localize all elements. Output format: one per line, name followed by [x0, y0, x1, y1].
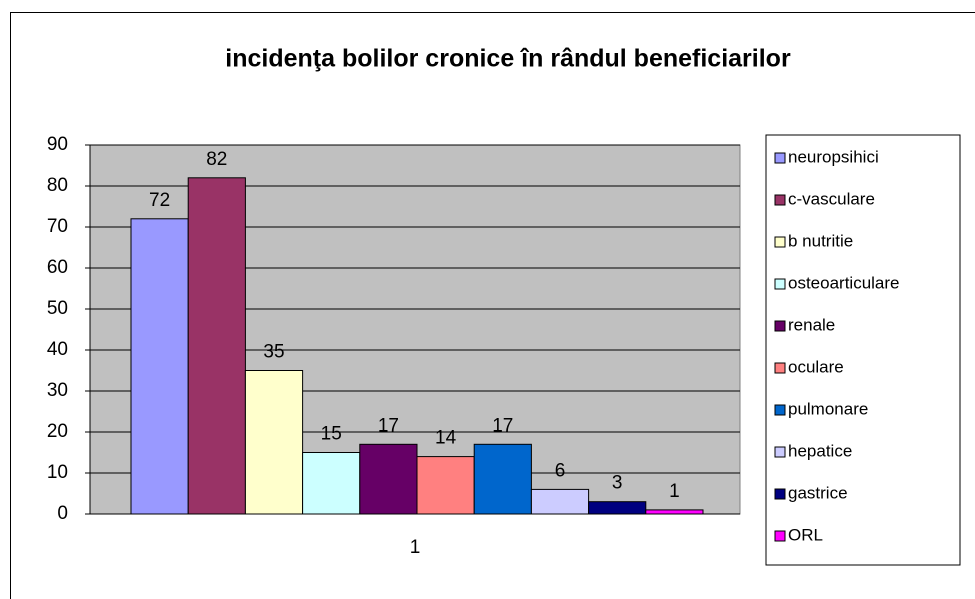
y-tick-label: 30: [47, 380, 68, 401]
legend-box: [765, 134, 961, 566]
legend-swatch: [774, 152, 786, 164]
legend-label: gastrice: [788, 483, 848, 502]
legend-swatch: [774, 278, 786, 290]
bar: [187, 177, 246, 515]
legend-label: ORL: [788, 525, 823, 544]
y-tick-label: 50: [47, 298, 68, 319]
data-label: 15: [321, 424, 342, 445]
y-tick-label: 90: [47, 134, 68, 155]
bar: [359, 443, 418, 515]
legend-label: oculare: [788, 357, 844, 376]
data-label: 17: [378, 415, 399, 436]
bar: [416, 456, 475, 515]
data-label: 14: [435, 428, 457, 449]
bar: [302, 452, 361, 515]
legend-label: hepatice: [788, 441, 852, 460]
data-label: 3: [612, 473, 623, 494]
legend-swatch: [774, 404, 786, 416]
data-label: 1: [669, 481, 680, 502]
bar: [530, 488, 590, 515]
legend-label: osteoarticulare: [788, 273, 900, 292]
x-tick-label: 1: [410, 537, 421, 558]
y-tick-label: 60: [47, 257, 68, 278]
legend-swatch: [774, 488, 786, 500]
data-label: 72: [149, 190, 170, 211]
legend-swatch: [774, 446, 786, 458]
y-tick-label: 70: [47, 216, 68, 237]
legend-swatch: [774, 194, 786, 206]
bar: [130, 218, 189, 515]
legend-swatch: [774, 236, 786, 248]
legend-swatch: [774, 362, 786, 374]
data-label: 6: [555, 460, 566, 481]
y-tick-label: 80: [47, 175, 68, 196]
chart-title: incidenţa bolilor cronice în rândul bene…: [225, 45, 791, 73]
legend-label: c-vasculare: [788, 189, 875, 208]
y-tick-label: 0: [57, 503, 68, 524]
legend-swatch: [774, 320, 786, 332]
bar: [645, 509, 704, 515]
legend-label: pulmonare: [788, 399, 868, 418]
legend-label: b nutritie: [788, 231, 853, 250]
legend-label: neuropsihici: [788, 147, 879, 166]
bar: [244, 370, 304, 515]
bar: [473, 443, 532, 515]
data-label: 35: [263, 342, 284, 363]
y-tick-label: 20: [47, 421, 68, 442]
y-tick-label: 10: [47, 462, 68, 483]
bar: [588, 501, 647, 515]
data-label: 82: [206, 149, 227, 170]
data-label: 17: [492, 415, 513, 436]
legend-label: renale: [788, 315, 835, 334]
legend-swatch: [774, 530, 786, 542]
y-tick-label: 40: [47, 339, 68, 360]
